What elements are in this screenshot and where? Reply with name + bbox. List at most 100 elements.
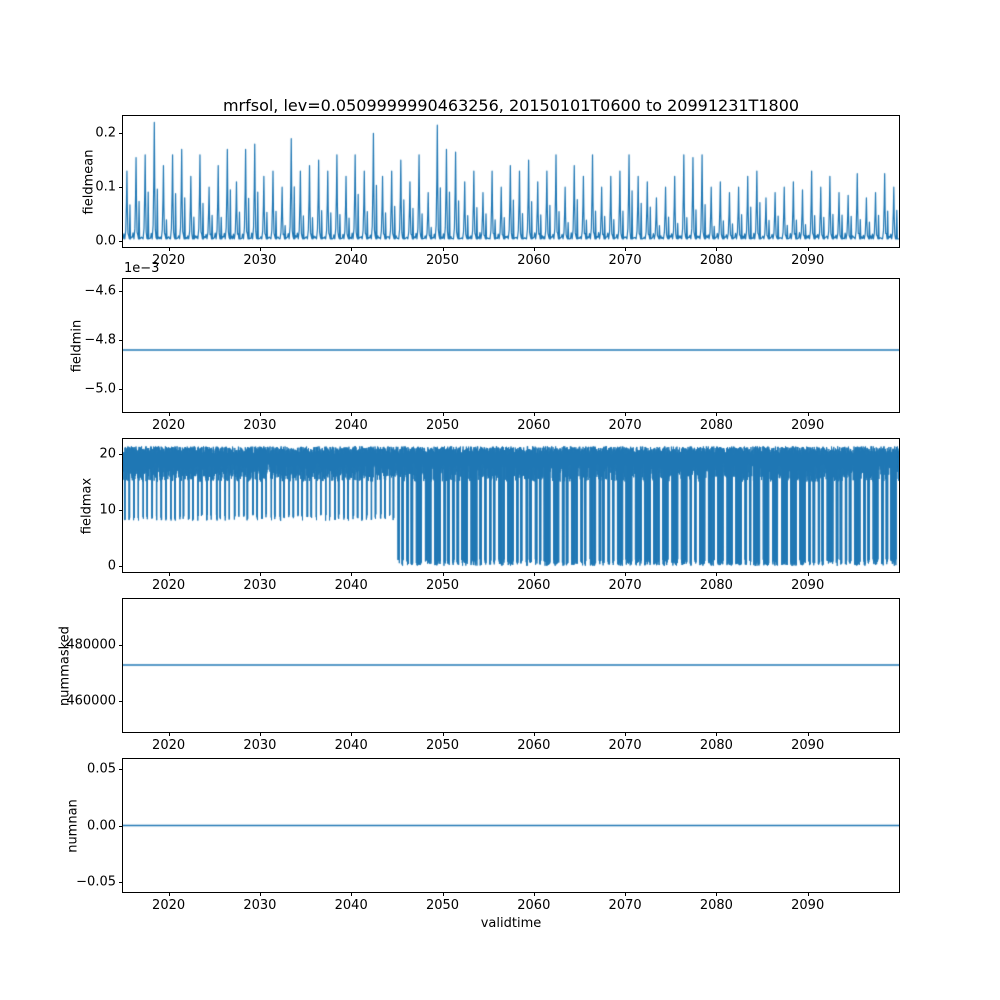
fieldmean-y-axis-label: fieldmean (81, 149, 97, 214)
x-tick-label: 2050 (425, 418, 460, 433)
y-tick-label: 0.00 (87, 818, 116, 833)
x-tick-mark (259, 892, 261, 896)
x-tick-mark (625, 412, 627, 416)
subplot-fieldmin: fieldmin 1e−3 2020 2030 2040 2050 2060 2070 20… (70, 261, 900, 433)
x-tick-label: 2020 (152, 578, 186, 593)
x-tick-mark (351, 247, 353, 251)
y-tick-mark (119, 565, 123, 567)
x-tick-label: 2050 (425, 578, 460, 593)
x-tick-mark (807, 572, 809, 576)
x-tick-label: 2040 (334, 253, 368, 268)
x-tick-label: 2040 (334, 418, 368, 433)
y-tick-label: 0.0 (95, 233, 116, 249)
y-tick-mark (119, 133, 123, 135)
x-tick-mark (625, 892, 627, 896)
y-tick-mark (119, 290, 123, 292)
x-tick-label: 2050 (425, 898, 460, 913)
x-tick-mark (442, 732, 444, 736)
y-tick-label: −4.8 (84, 332, 116, 348)
fieldmin-y-axis-label: fieldmin (69, 319, 85, 372)
subplot-fieldmax: fieldmax 2020 2030 2040 2050 2060 2070 2080 209… (80, 438, 900, 593)
x-tick-mark (716, 892, 718, 896)
x-tick-mark (533, 572, 535, 576)
y-tick-mark (119, 453, 123, 455)
x-tick-mark (807, 412, 809, 416)
x-tick-label: 2040 (334, 578, 368, 593)
x-tick-label: 2080 (699, 898, 733, 913)
x-tick-label: 2030 (243, 578, 277, 593)
x-tick-label: 2040 (334, 898, 368, 913)
x-tick-mark (625, 732, 627, 736)
y-tick-label: −4.6 (84, 283, 116, 299)
x-tick-mark (807, 732, 809, 736)
x-tick-label: 2080 (699, 418, 733, 433)
x-tick-mark (625, 572, 627, 576)
x-tick-label: 2090 (791, 898, 825, 913)
x-tick-mark (807, 892, 809, 896)
fieldmin-axis-offset-label: 1e−3 (124, 261, 160, 276)
x-tick-mark (351, 732, 353, 736)
fieldmax-plot-canvas (123, 439, 899, 572)
numnan-y-axis-label: numnan (65, 798, 81, 853)
x-tick-mark (168, 247, 170, 251)
x-tick-mark (442, 247, 444, 251)
x-tick-label: 2020 (152, 738, 186, 753)
x-tick-label: 2060 (517, 578, 551, 593)
x-tick-label: 2050 (425, 253, 460, 268)
x-tick-label: 2060 (517, 898, 551, 913)
x-tick-mark (807, 247, 809, 251)
x-tick-mark (442, 412, 444, 416)
y-tick-mark (119, 645, 123, 647)
x-tick-label: 2070 (608, 578, 642, 593)
x-tick-mark (716, 732, 718, 736)
y-tick-label: 20 (99, 446, 116, 462)
x-tick-label: 2030 (243, 738, 277, 753)
x-tick-mark (716, 572, 718, 576)
x-tick-label: 2090 (791, 738, 825, 753)
x-tick-mark (259, 732, 261, 736)
x-tick-mark (168, 412, 170, 416)
y-tick-label: 10 (99, 502, 116, 518)
y-tick-label: −0.05 (76, 874, 116, 890)
x-tick-label: 2020 (152, 898, 186, 913)
x-tick-label: 2090 (791, 253, 825, 268)
x-tick-mark (259, 412, 261, 416)
x-tick-label: 2060 (517, 738, 551, 753)
subplot-numnan: numnan 2020 2030 2040 2050 2060 2070 2080 2090 −… (66, 758, 900, 913)
x-tick-mark (259, 572, 261, 576)
x-tick-label: 2030 (243, 418, 277, 433)
x-tick-mark (351, 892, 353, 896)
x-tick-mark (533, 892, 535, 896)
y-tick-mark (119, 187, 123, 189)
x-tick-mark (168, 892, 170, 896)
x-tick-label: 2020 (152, 418, 186, 433)
x-tick-mark (442, 572, 444, 576)
y-tick-mark (119, 389, 123, 391)
x-tick-label: 2050 (425, 738, 460, 753)
x-tick-label: 2030 (243, 253, 277, 268)
x-tick-label: 2070 (608, 898, 642, 913)
x-tick-label: 2060 (517, 253, 551, 268)
x-tick-mark (533, 412, 535, 416)
numnan-plot-canvas (123, 759, 899, 892)
x-tick-mark (716, 247, 718, 251)
x-tick-label: 2080 (699, 578, 733, 593)
y-tick-label: 0.2 (95, 125, 116, 141)
subplot-fieldmean: fieldmean 2020 2030 2040 2050 2060 2070 2080 20… (82, 115, 900, 268)
fieldmean-plot-canvas (123, 116, 899, 247)
x-tick-label: 2070 (608, 253, 642, 268)
y-tick-mark (119, 509, 123, 511)
x-axis-label: validtime (480, 916, 542, 931)
x-tick-mark (168, 572, 170, 576)
y-tick-label: −5.0 (84, 381, 116, 397)
fieldmax-y-axis-label: fieldmax (79, 477, 95, 534)
subplot-nummasked: nummasked 2020 2030 2040 2050 2060 2070 2080 20… (58, 598, 900, 753)
y-tick-label: 460000 (66, 693, 116, 709)
x-tick-label: 2090 (791, 418, 825, 433)
fieldmin-plot-canvas (123, 279, 899, 412)
x-tick-mark (442, 892, 444, 896)
x-tick-label: 2070 (608, 738, 642, 753)
x-tick-label: 2080 (699, 738, 733, 753)
y-tick-label: 0.1 (95, 179, 116, 195)
